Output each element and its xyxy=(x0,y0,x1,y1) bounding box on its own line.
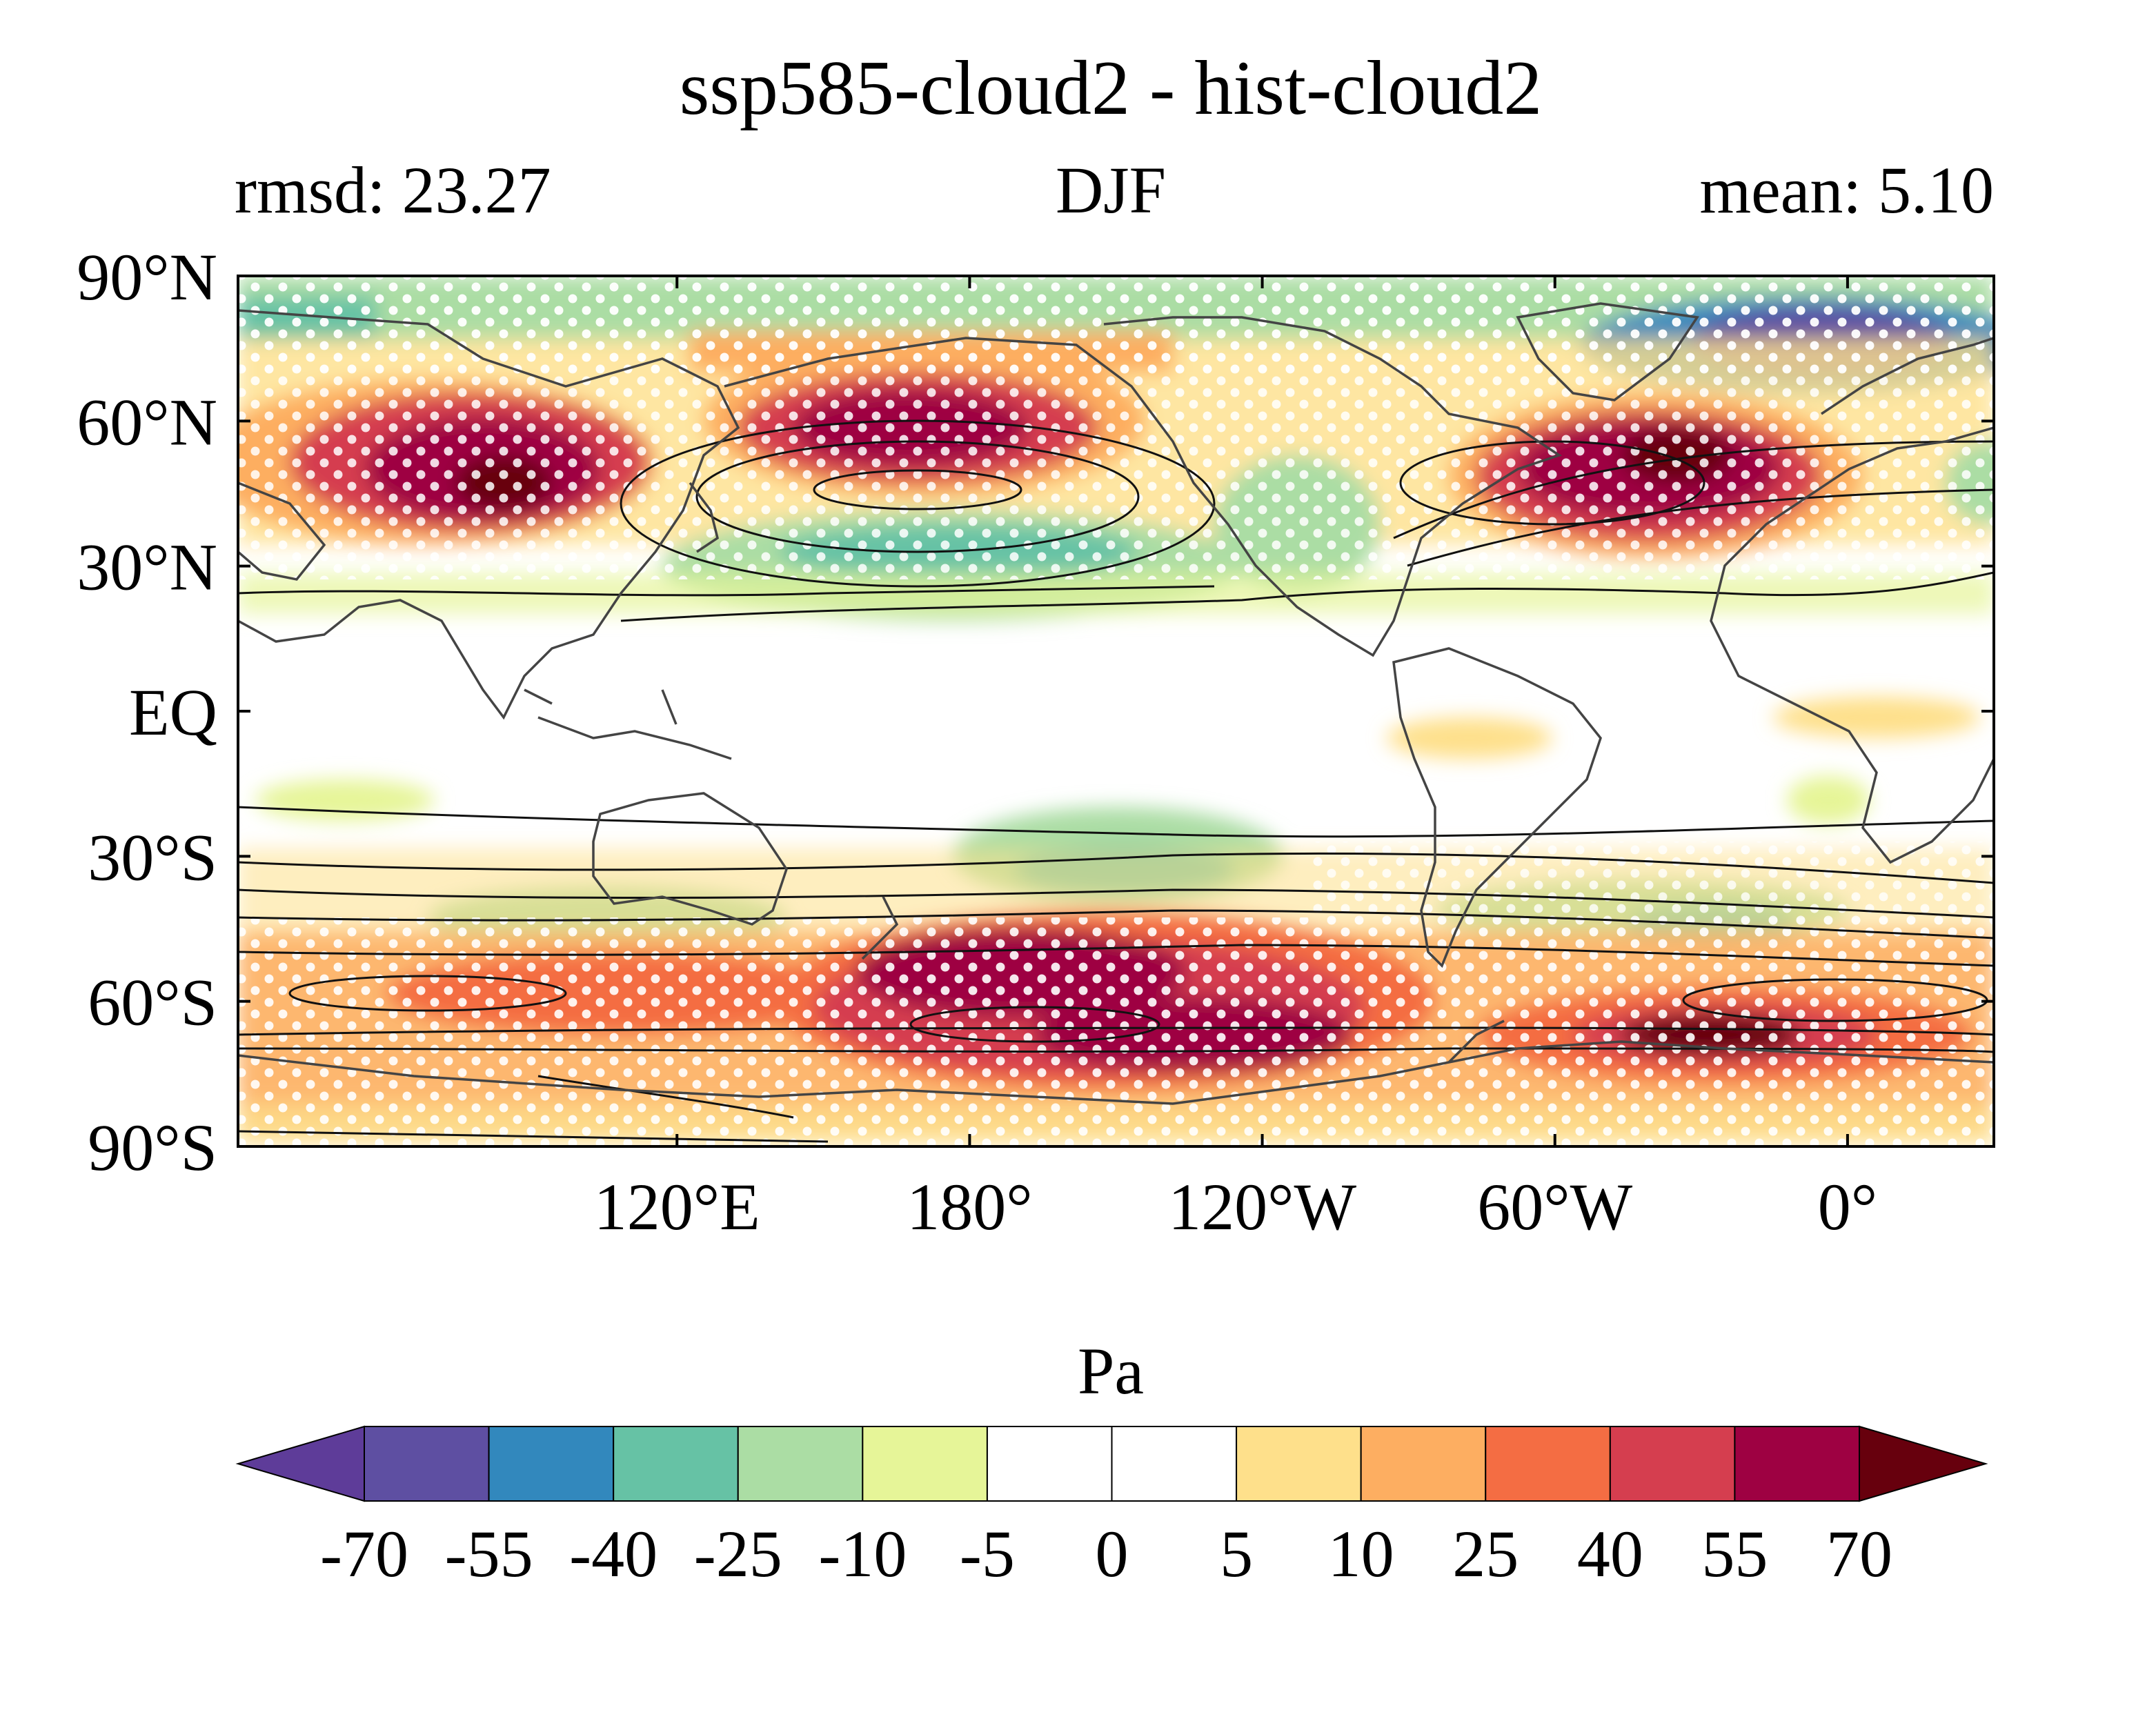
y-tick-label: 60°S xyxy=(88,966,217,1040)
y-axis: 90°N 60°N 30°N EQ 30°S 60°S 90°S xyxy=(77,240,1994,1184)
x-tick-label: 120°W xyxy=(1168,1170,1356,1244)
colorbar-box-9 xyxy=(1485,1426,1611,1502)
x-tick-label: 120°E xyxy=(594,1170,760,1244)
colorbar-unit-label: Pa xyxy=(1078,1334,1144,1408)
asia-coast xyxy=(238,309,740,720)
colorbar-tick-label: 25 xyxy=(1452,1517,1519,1591)
climatology-contours xyxy=(238,419,1994,1143)
x-tick-label: 180° xyxy=(907,1170,1032,1244)
colorbar-tick-label: 40 xyxy=(1577,1517,1643,1591)
colorbar-box-10 xyxy=(1609,1426,1736,1502)
colorbar-tick-label: -40 xyxy=(569,1517,657,1591)
chart-title: ssp585-cloud2 - hist-cloud2 xyxy=(680,46,1543,131)
colorbar-tick-label: -10 xyxy=(818,1517,907,1591)
maritime-islands xyxy=(524,688,732,760)
scandinavia-coast xyxy=(1821,337,1994,415)
coastlines xyxy=(238,302,1994,1105)
colorbar-box-0 xyxy=(364,1426,490,1502)
australia-coast xyxy=(592,792,788,926)
colorbar-tick-label: -25 xyxy=(694,1517,782,1591)
y-tick-label: EQ xyxy=(129,675,217,749)
colorbar-tick-label: -55 xyxy=(445,1517,533,1591)
antarctica-coast xyxy=(238,1040,1994,1105)
y-tick-label: 60°N xyxy=(77,385,217,459)
colorbar-box-8 xyxy=(1360,1426,1487,1502)
mean-label: mean: 5.10 xyxy=(1699,153,1994,227)
colorbar-tick-label: 0 xyxy=(1096,1517,1129,1591)
x-tick-label: 0° xyxy=(1818,1170,1877,1244)
season-label: DJF xyxy=(1056,153,1166,227)
colorbar-tick-label: 10 xyxy=(1328,1517,1394,1591)
colorbar-tick-label: 5 xyxy=(1220,1517,1253,1591)
colorbar-box-7 xyxy=(1236,1426,1362,1502)
arabia-coast xyxy=(238,481,326,581)
map-panel xyxy=(238,276,1994,1146)
y-tick-label: 30°S xyxy=(88,820,217,894)
rmsd-label: rmsd: 23.27 xyxy=(235,153,551,227)
colorbar-box-4 xyxy=(862,1426,988,1502)
x-axis: 120°E 180° 120°W 60°W 0° xyxy=(594,276,1877,1244)
colorbar-over-arrow xyxy=(1859,1425,1988,1502)
antarctic-peninsula xyxy=(1447,1020,1505,1064)
colorbar-tick-label: -5 xyxy=(960,1517,1015,1591)
colorbar-tick-label: -70 xyxy=(320,1517,408,1591)
south-america-coast xyxy=(1392,647,1602,968)
north-america-coast xyxy=(724,316,1562,657)
colorbar-box-1 xyxy=(488,1426,615,1502)
colorbar-tick-label: 55 xyxy=(1701,1517,1768,1591)
colorbar-box-3 xyxy=(737,1426,864,1502)
colorbar-box-5 xyxy=(986,1426,1113,1502)
y-tick-label: 30°N xyxy=(77,530,217,604)
colorbar-tick-label: 70 xyxy=(1826,1517,1892,1591)
x-tick-label: 60°W xyxy=(1477,1170,1632,1244)
y-tick-label: 90°N xyxy=(77,240,217,314)
y-tick-label: 90°S xyxy=(88,1111,217,1184)
colorbar-box-11 xyxy=(1734,1426,1861,1502)
colorbar: -70 -55 -40 -25 -10 -5 0 5 10 25 40 55 70 xyxy=(235,1425,1988,1591)
new-zealand xyxy=(861,896,899,960)
colorbar-box-2 xyxy=(613,1426,739,1502)
colorbar-under-arrow xyxy=(235,1425,365,1502)
greenland-coast xyxy=(1516,302,1699,401)
japan-coast xyxy=(689,481,719,553)
colorbar-box-6 xyxy=(1111,1426,1238,1502)
europe-africa-coast xyxy=(1710,426,1994,864)
